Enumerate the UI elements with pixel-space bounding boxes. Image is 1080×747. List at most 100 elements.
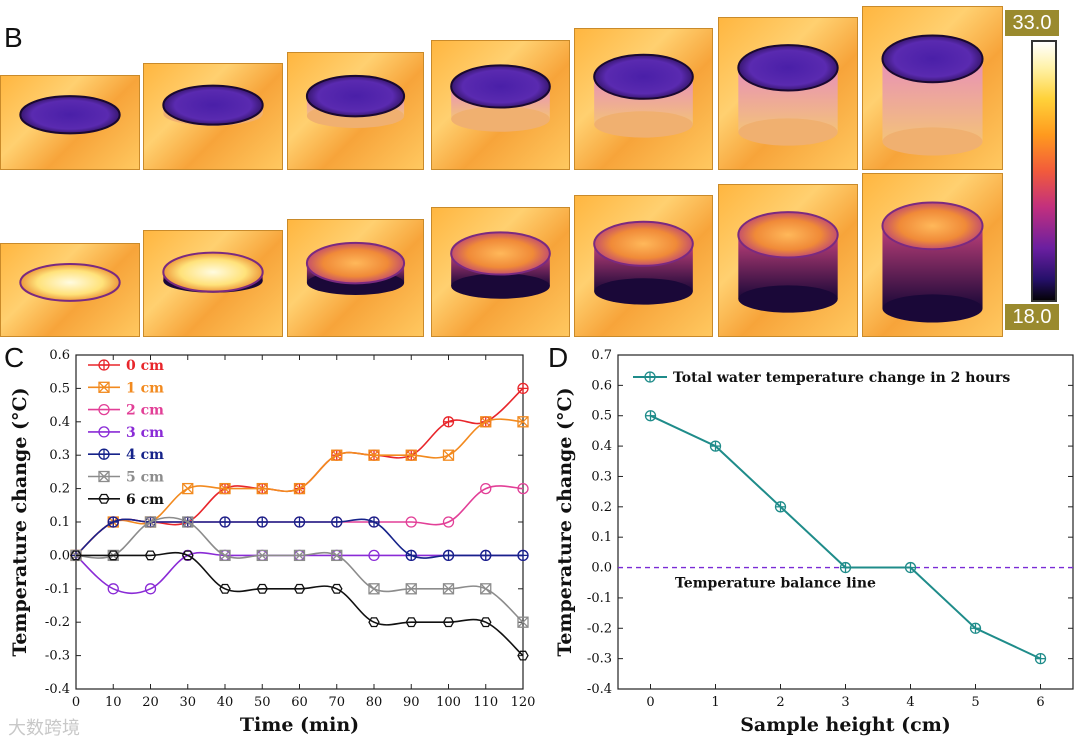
balance-line-label: Temperature balance line [675,576,876,592]
y-tick-label: 0.3 [591,469,612,484]
data-point [256,482,268,495]
x-axis-label: Sample height (cm) [740,714,951,736]
y-tick-label: -0.3 [45,649,70,664]
x-tick-label: 50 [254,695,271,710]
series-line-3-cm [75,551,523,595]
legend-marker [98,470,110,483]
x-tick-label: 6 [1036,695,1044,710]
y-tick-label: 0.4 [49,415,70,430]
x-tick-label: 3 [841,695,849,710]
x-tick-label: 60 [291,695,308,710]
data-point [107,550,120,561]
data-point [219,583,231,594]
x-tick-label: 110 [473,695,498,710]
y-tick-label: 0.0 [591,561,612,576]
y-tick-label: -0.4 [45,682,70,697]
thermal-top-3 [431,40,570,170]
data-point [144,583,157,595]
x-tick-label: 100 [436,695,461,710]
data-point [405,549,417,562]
plot-frame [617,354,1074,690]
thermal-bottom-2 [287,219,424,337]
thermal-bottom-4 [574,195,713,337]
thermal-top-2 [287,52,424,170]
thermal-bottom-1 [143,230,283,337]
y-tick-label: 0.1 [591,530,612,545]
data-point [368,449,380,461]
x-tick-label: 70 [328,695,345,710]
data-point [219,516,231,528]
panel-label-d: D [548,342,569,373]
thermal-top-0 [0,75,140,170]
x-axis-label: Time (min) [240,714,359,736]
thermal-top-1 [143,63,283,170]
data-point [774,501,787,513]
data-point [517,382,529,395]
thermal-bottom-0 [0,243,140,337]
x-tick-label: 5 [971,695,979,710]
y-tick-label: -0.1 [587,591,612,606]
legend-label: 1 cm [126,380,164,396]
data-point [331,449,343,461]
data-point [480,549,492,562]
x-tick-label: 90 [403,695,420,710]
data-point [1034,652,1047,665]
panel-label-c: C [4,342,25,373]
chart-d: 0 1 2 3 4 5 6 -0.4 -0.3 -0.2 -0.1 0.0 0.1 0.2 0.3 0.4 0.… [554,348,1074,736]
y-tick-label: 0.5 [591,409,612,424]
data-point [70,550,82,561]
y-tick-label: 0.0 [49,548,70,563]
data-point [331,549,343,562]
data-point [405,583,417,595]
data-point [368,516,380,528]
y-tick-label: -0.1 [45,582,70,597]
data-point [517,416,529,428]
colorbar [1031,40,1057,302]
data-point [368,617,380,628]
legend-label: 5 cm [126,470,164,486]
data-point [442,416,455,428]
legend-marker [98,359,110,371]
legend-marker [644,371,656,383]
watermark: 大数跨境 [8,718,80,739]
data-point [182,516,194,528]
data-point [904,561,917,574]
legend-marker [98,493,110,504]
y-tick-label: 0.6 [49,348,70,363]
y-tick-label: -0.2 [587,621,612,636]
thermal-bottom-5 [718,184,858,337]
legend-marker [98,426,110,438]
data-point [368,549,380,562]
y-tick-label: 0.6 [591,378,612,393]
x-tick-label: 0 [646,695,654,710]
data-point [256,516,268,528]
data-point [839,561,852,574]
data-point [293,516,306,528]
legend-label: 4 cm [126,447,164,463]
data-point [331,516,343,528]
legend-label: 0 cm [126,358,164,374]
data-point [517,482,529,495]
legend-marker [98,448,110,460]
y-tick-label: -0.4 [587,682,612,697]
data-point [144,550,157,561]
data-point [107,516,119,528]
legend-label: Total water temperature change in 2 hour… [673,370,1010,386]
thermal-top-4 [574,28,713,170]
data-point [442,583,455,595]
data-point [480,416,492,428]
x-tick-label: 0 [72,695,80,710]
thermal-bottom-3 [431,207,570,337]
data-point [256,549,268,562]
x-tick-label: 120 [511,695,536,710]
data-point [293,583,306,594]
y-tick-label: 0.4 [591,439,612,454]
y-tick-label: -0.3 [587,652,612,667]
y-tick-label: 0.2 [591,500,612,515]
thermal-top-6 [862,6,1003,170]
data-point [293,549,306,562]
y-tick-label: 0.7 [591,348,612,363]
x-tick-label: 80 [366,695,383,710]
data-point [480,617,492,628]
y-axis-label: Temperature change (°C) [9,387,31,656]
